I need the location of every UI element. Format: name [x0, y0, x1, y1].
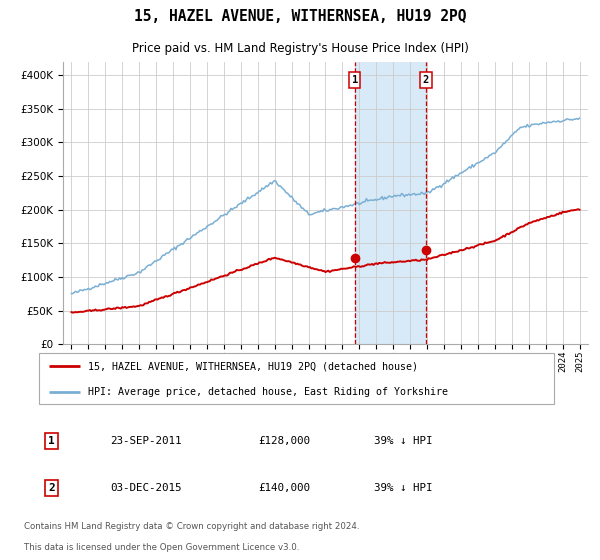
FancyBboxPatch shape — [38, 353, 554, 404]
Text: Contains HM Land Registry data © Crown copyright and database right 2024.: Contains HM Land Registry data © Crown c… — [24, 522, 359, 531]
Text: 2: 2 — [49, 483, 55, 493]
Text: This data is licensed under the Open Government Licence v3.0.: This data is licensed under the Open Gov… — [24, 543, 299, 553]
Text: Price paid vs. HM Land Registry's House Price Index (HPI): Price paid vs. HM Land Registry's House … — [131, 41, 469, 55]
Text: 23-SEP-2011: 23-SEP-2011 — [110, 436, 181, 446]
Text: 1: 1 — [352, 75, 358, 85]
Text: HPI: Average price, detached house, East Riding of Yorkshire: HPI: Average price, detached house, East… — [88, 387, 448, 396]
Text: 39% ↓ HPI: 39% ↓ HPI — [374, 483, 433, 493]
Text: 03-DEC-2015: 03-DEC-2015 — [110, 483, 181, 493]
Text: £128,000: £128,000 — [258, 436, 310, 446]
Bar — [355, 62, 426, 344]
Text: 1: 1 — [49, 436, 55, 446]
Text: 15, HAZEL AVENUE, WITHERNSEA, HU19 2PQ (detached house): 15, HAZEL AVENUE, WITHERNSEA, HU19 2PQ (… — [88, 362, 418, 371]
Text: 39% ↓ HPI: 39% ↓ HPI — [374, 436, 433, 446]
Text: 2: 2 — [423, 75, 429, 85]
Text: 15, HAZEL AVENUE, WITHERNSEA, HU19 2PQ: 15, HAZEL AVENUE, WITHERNSEA, HU19 2PQ — [134, 9, 466, 24]
Text: £140,000: £140,000 — [258, 483, 310, 493]
